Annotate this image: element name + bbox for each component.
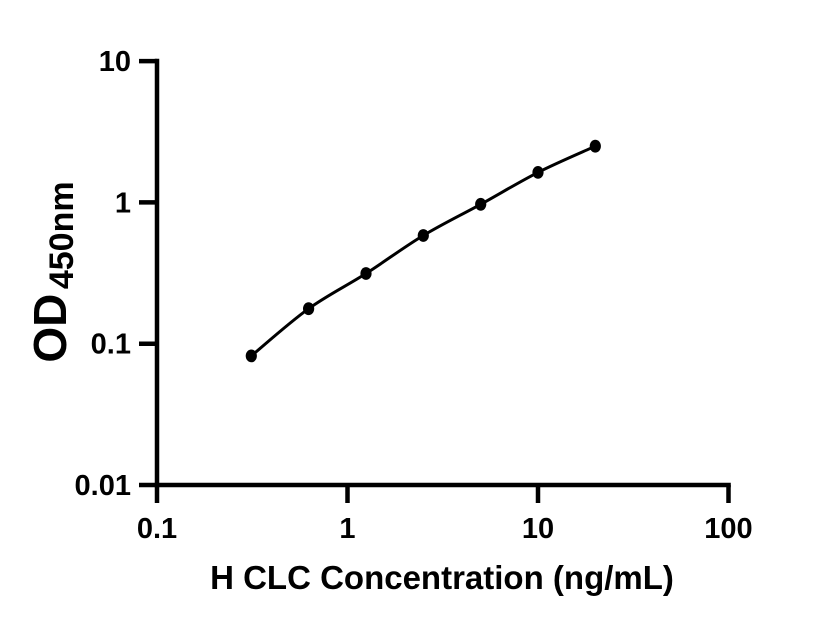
axes bbox=[139, 58, 731, 503]
standard-curve-line bbox=[249, 144, 597, 358]
y-tick-label: 0.01 bbox=[75, 470, 131, 502]
data-point-marker bbox=[475, 197, 487, 211]
y-tick-label: 1 bbox=[115, 187, 131, 219]
data-point-marker bbox=[532, 166, 544, 179]
y-axis-title-subscript: 450nm bbox=[43, 181, 81, 289]
data-point-marker bbox=[417, 229, 429, 242]
data-points bbox=[245, 139, 601, 363]
x-tick-label: 0.1 bbox=[137, 513, 177, 545]
y-tick-label: 10 bbox=[99, 46, 131, 78]
x-tick-label: 10 bbox=[522, 513, 554, 545]
y-tick-label: 0.1 bbox=[91, 329, 131, 361]
data-point-marker bbox=[589, 139, 601, 153]
x-tick-label: 100 bbox=[704, 513, 752, 545]
data-point-marker bbox=[245, 349, 257, 363]
y-axis-title-main: OD bbox=[24, 294, 76, 363]
x-axis-title: H CLC Concentration (ng/mL) bbox=[210, 559, 674, 596]
y-axis-title: OD 450nm bbox=[24, 181, 81, 362]
data-point-marker bbox=[360, 267, 372, 280]
data-point-marker bbox=[303, 302, 315, 316]
x-tick-label: 1 bbox=[339, 513, 355, 545]
